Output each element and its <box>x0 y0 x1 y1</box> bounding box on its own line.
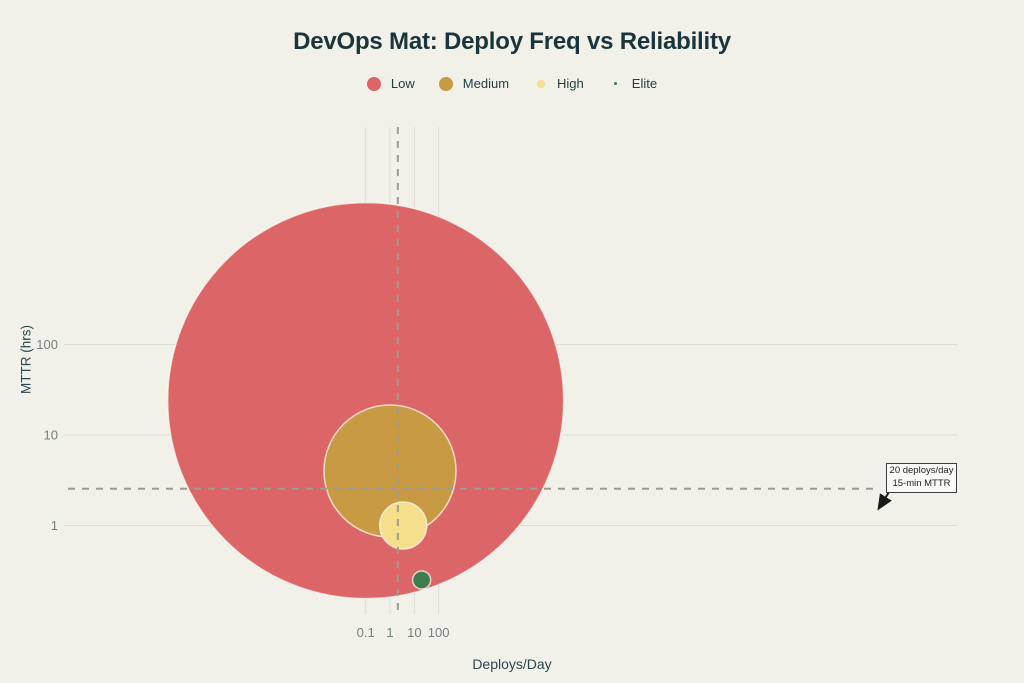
legend-label: Elite <box>631 76 658 91</box>
legend-marker-icon <box>533 76 548 91</box>
bubble-low[interactable] <box>166 201 565 600</box>
annotation-callout: 20 deploys/day 15-min MTTR <box>886 463 957 494</box>
x-tick-label: 10 <box>407 625 421 640</box>
x-tick-label: 0.1 <box>357 625 375 640</box>
y-tick-label: 100 <box>36 337 58 352</box>
legend-marker-icon <box>367 76 382 91</box>
x-tick-label: 1 <box>386 625 393 640</box>
legend-item-medium[interactable]: Medium <box>439 76 509 91</box>
bubble-elite[interactable] <box>411 570 432 590</box>
y-tick-label: 1 <box>51 518 58 533</box>
legend-marker-icon <box>608 76 623 91</box>
legend-label: High <box>557 76 584 91</box>
legend-item-low[interactable]: Low <box>367 76 415 91</box>
y-axis-title: MTTR (hrs) <box>18 325 34 394</box>
legend-label: Medium <box>462 76 510 91</box>
legend-label: Low <box>390 76 415 91</box>
legend-marker-icon <box>439 76 454 91</box>
x-axis-title: Deploys/Day <box>472 656 552 672</box>
annotation-line-1: 20 deploys/day <box>889 465 954 476</box>
chart-title: DevOps Mat: Deploy Freq vs Reliability <box>293 28 731 55</box>
y-tick-label: 10 <box>44 428 58 443</box>
annotation-arrow <box>877 491 892 511</box>
legend: Low Medium High Elite <box>0 76 1024 91</box>
bubble-high[interactable] <box>378 501 428 550</box>
legend-item-high[interactable]: High <box>533 76 584 91</box>
annotation-line-2: 15-min MTTR <box>892 477 951 489</box>
legend-item-elite[interactable]: Elite <box>608 76 657 91</box>
x-tick-label: 100 <box>428 625 450 640</box>
